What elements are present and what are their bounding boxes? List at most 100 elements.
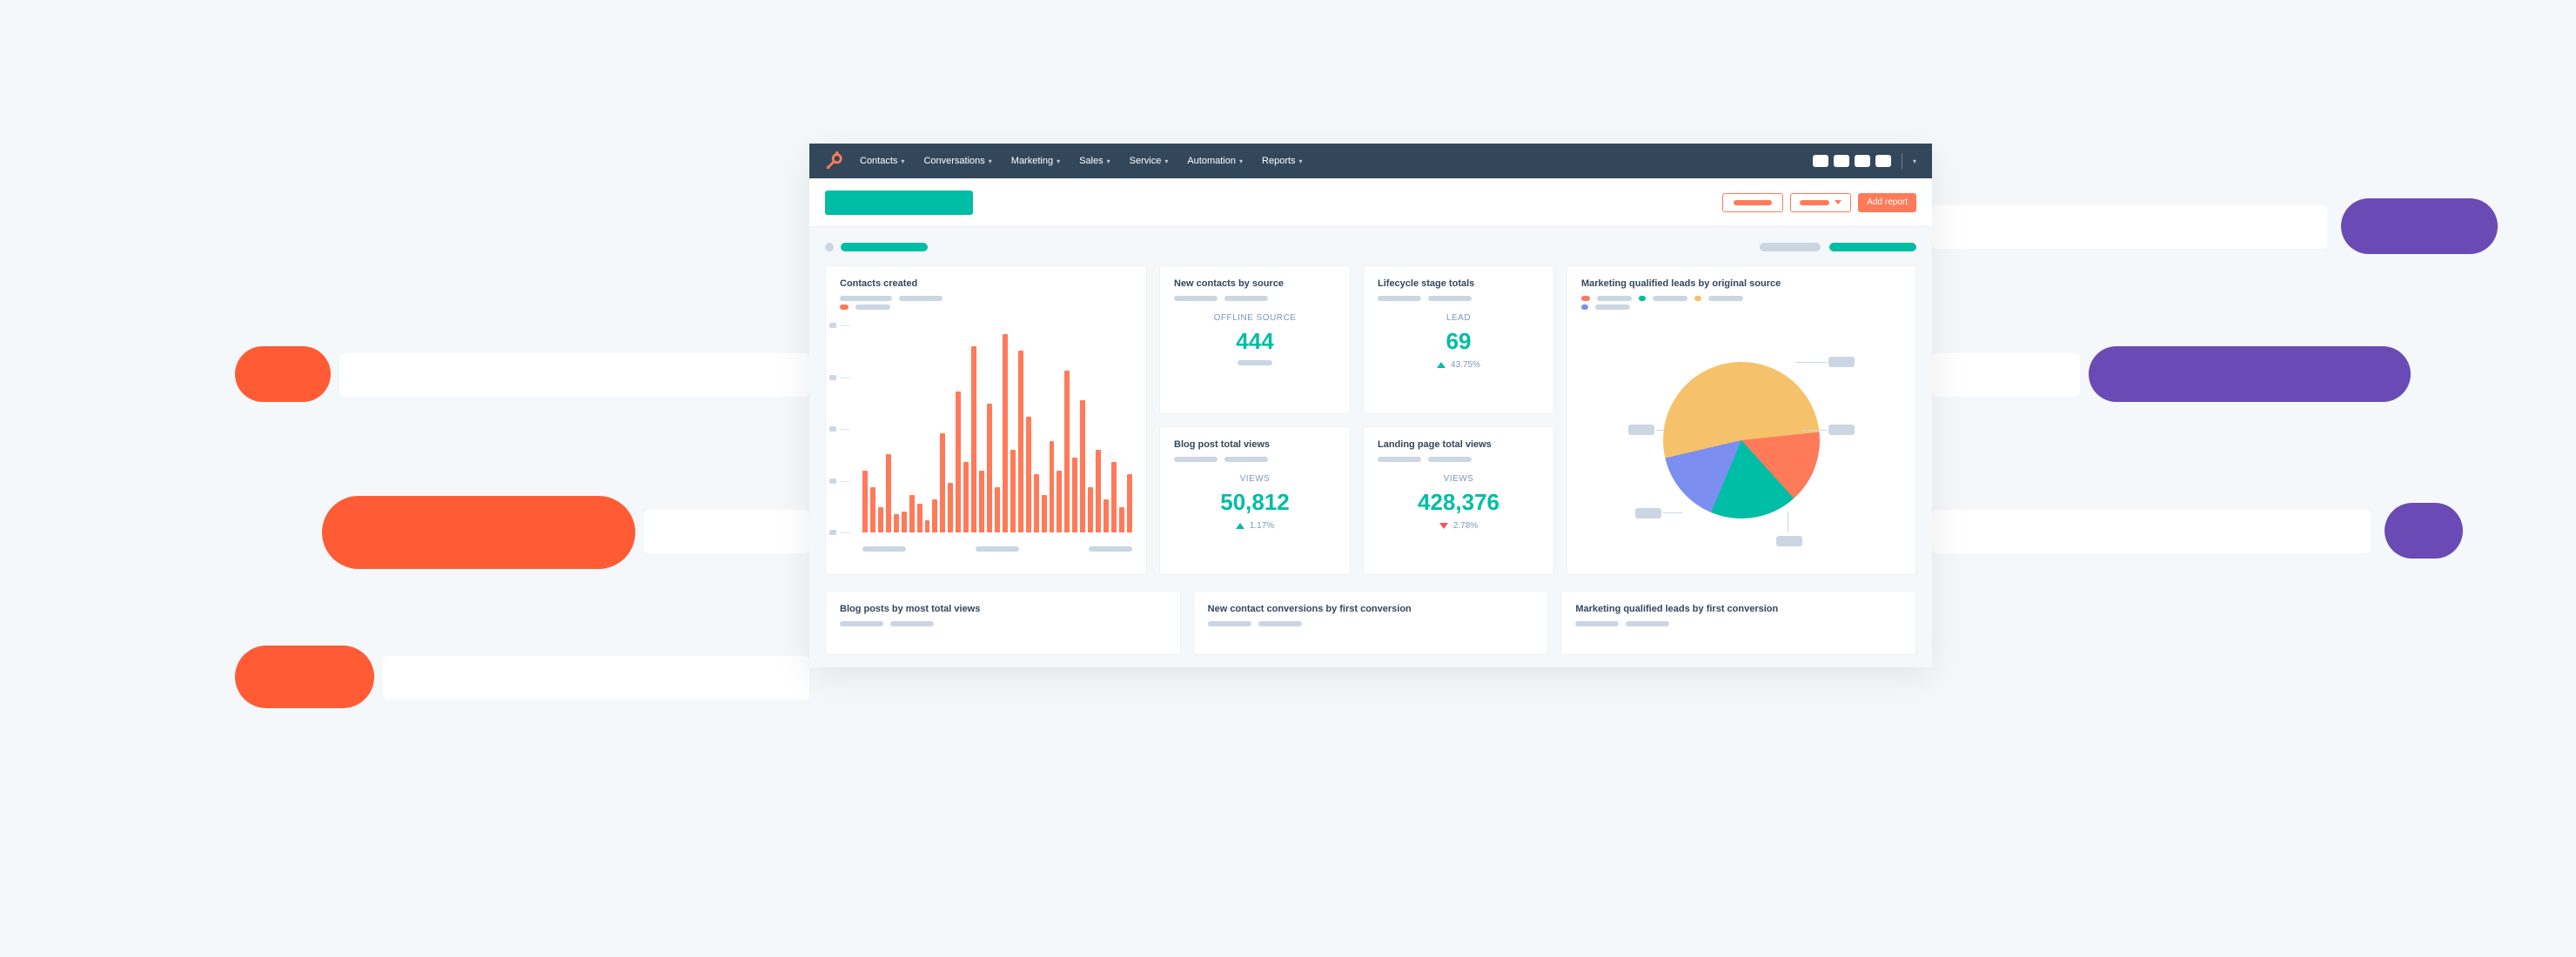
nav-item-contacts[interactable]: Contacts▾ — [860, 156, 904, 166]
chevron-down-icon: ▾ — [1057, 157, 1060, 165]
nav-item-reports[interactable]: Reports▾ — [1262, 156, 1303, 166]
chart-bar — [979, 471, 984, 532]
pie-label — [1635, 508, 1661, 519]
chart-bar — [1111, 462, 1117, 532]
pie-label — [1828, 357, 1855, 367]
card-title: Lifecycle stage totals — [1378, 278, 1540, 289]
top-nav: Contacts▾ Conversations▾ Marketing▾ Sales▾ S… — [809, 144, 1932, 178]
filter-opt-2[interactable] — [1829, 243, 1916, 251]
filter-dot — [825, 243, 834, 251]
nav-util-icon-2[interactable] — [1834, 155, 1849, 167]
decor-purple-pill-2 — [2385, 503, 2463, 559]
decor-white-bar-r1 — [1932, 353, 2080, 397]
card-title: Blog post total views — [1174, 439, 1336, 450]
toolbar-button-1[interactable] — [1722, 193, 1783, 212]
nav-util-icon-3[interactable] — [1855, 155, 1870, 167]
chart-bar — [1119, 507, 1124, 532]
stat-label: VIEWS — [1378, 474, 1540, 484]
chevron-down-icon: ▾ — [1299, 157, 1303, 165]
account-chevron-icon[interactable]: ▾ — [1913, 157, 1916, 165]
chart-bar — [1088, 487, 1093, 532]
pie-leader — [1802, 430, 1827, 431]
pie-label — [1776, 536, 1802, 546]
chart-bar — [932, 499, 937, 532]
chart-bar — [1050, 441, 1055, 532]
nav-item-marketing[interactable]: Marketing▾ — [1011, 156, 1060, 166]
card-marketing-qualified-leads-by-first-conversion: Marketing qualified leads by first conve… — [1560, 591, 1916, 655]
decor-orange-pill-1 — [235, 346, 331, 402]
decor-purple-pill-1 — [2089, 346, 2411, 402]
chart-bar — [1042, 495, 1047, 532]
chart-bar — [971, 346, 976, 532]
chart-bar — [862, 471, 868, 532]
nav-item-automation[interactable]: Automation▾ — [1187, 156, 1243, 166]
chart-bar — [878, 507, 883, 532]
chart-bar — [1127, 474, 1132, 532]
chevron-down-icon: ▾ — [1164, 157, 1168, 165]
card-new-contacts-by-source: New contacts by source OFFLINE SOURCE 44… — [1159, 265, 1351, 414]
chart-bar — [1026, 417, 1031, 532]
chart-bar — [1003, 334, 1008, 532]
chart-bar — [909, 495, 915, 532]
chart-bar — [1034, 474, 1039, 532]
stat-value: 428,376 — [1378, 489, 1540, 516]
nav-util-icon-1[interactable] — [1813, 155, 1828, 167]
card-title: Blog posts by most total views — [840, 604, 1166, 614]
card-new-contact-conversions-by-first-conversion: New contact conversions by first convers… — [1193, 591, 1549, 655]
decor-white-bar-r0 — [1932, 205, 2327, 249]
decor-purple-pill-0 — [2341, 198, 2498, 254]
toolbar-button-2[interactable] — [1790, 193, 1851, 212]
filter-row — [809, 227, 1932, 258]
chart-bar — [902, 512, 907, 532]
pie-chart — [1628, 327, 1855, 553]
card-title: Contacts created — [840, 278, 1132, 289]
chevron-down-icon: ▾ — [901, 157, 904, 165]
card-title: New contacts by source — [1174, 278, 1336, 289]
contacts-created-chart — [840, 325, 1132, 552]
nav-util-icon-4[interactable] — [1875, 155, 1891, 167]
chart-bar — [1072, 458, 1077, 532]
chevron-down-icon: ▾ — [1239, 157, 1243, 165]
chart-bar — [1080, 400, 1085, 532]
decor-white-bar-l2 — [644, 510, 809, 553]
chart-bar — [956, 392, 961, 532]
nav-item-sales[interactable]: Sales▾ — [1079, 156, 1110, 166]
decor-orange-pill-3 — [235, 646, 374, 708]
chart-bar — [948, 483, 953, 532]
pie-leader — [1663, 512, 1682, 513]
card-title: Marketing qualified leads by first conve… — [1575, 604, 1902, 614]
pie-leader — [1656, 430, 1665, 431]
trend-up-icon — [1437, 362, 1446, 368]
filter-active[interactable] — [841, 243, 928, 251]
decor-white-bar-l1 — [339, 353, 809, 397]
chart-bar — [1096, 450, 1101, 532]
card-blog-posts-by-most-total-views: Blog posts by most total views — [825, 591, 1181, 655]
hubspot-logo-icon[interactable] — [825, 151, 844, 171]
chart-bar — [1057, 471, 1062, 532]
chart-bar — [894, 514, 899, 532]
card-title: Marketing qualified leads by original so… — [1581, 278, 1902, 289]
add-report-button[interactable]: Add report — [1858, 193, 1916, 212]
card-blog-post-total-views: Blog post total views VIEWS 50,812 1.17% — [1159, 426, 1351, 575]
chevron-down-icon: ▾ — [989, 157, 992, 165]
stat-delta: 1.17% — [1250, 521, 1274, 531]
stat-value: 444 — [1174, 328, 1336, 355]
pie-leader — [1795, 362, 1827, 363]
nav-items: Contacts▾ Conversations▾ Marketing▾ Sales▾ S… — [860, 156, 1303, 166]
card-title: Landing page total views — [1378, 439, 1540, 450]
stat-label: OFFLINE SOURCE — [1174, 313, 1336, 323]
card-title: New contact conversions by first convers… — [1208, 604, 1534, 614]
stat-delta: 43.75% — [1451, 360, 1480, 370]
trend-down-icon — [1439, 523, 1448, 529]
pie-label — [1828, 425, 1855, 435]
bottom-grid: Blog posts by most total views New contac… — [809, 591, 1932, 667]
stat-label: VIEWS — [1174, 474, 1336, 484]
filter-opt-1[interactable] — [1760, 243, 1821, 251]
chart-bar — [940, 433, 945, 532]
chevron-down-icon: ▾ — [1107, 157, 1110, 165]
nav-item-conversations[interactable]: Conversations▾ — [923, 156, 991, 166]
chart-bar — [1064, 371, 1070, 532]
nav-item-service[interactable]: Service▾ — [1130, 156, 1169, 166]
chart-bar — [925, 520, 930, 532]
chart-bar — [995, 487, 1000, 532]
